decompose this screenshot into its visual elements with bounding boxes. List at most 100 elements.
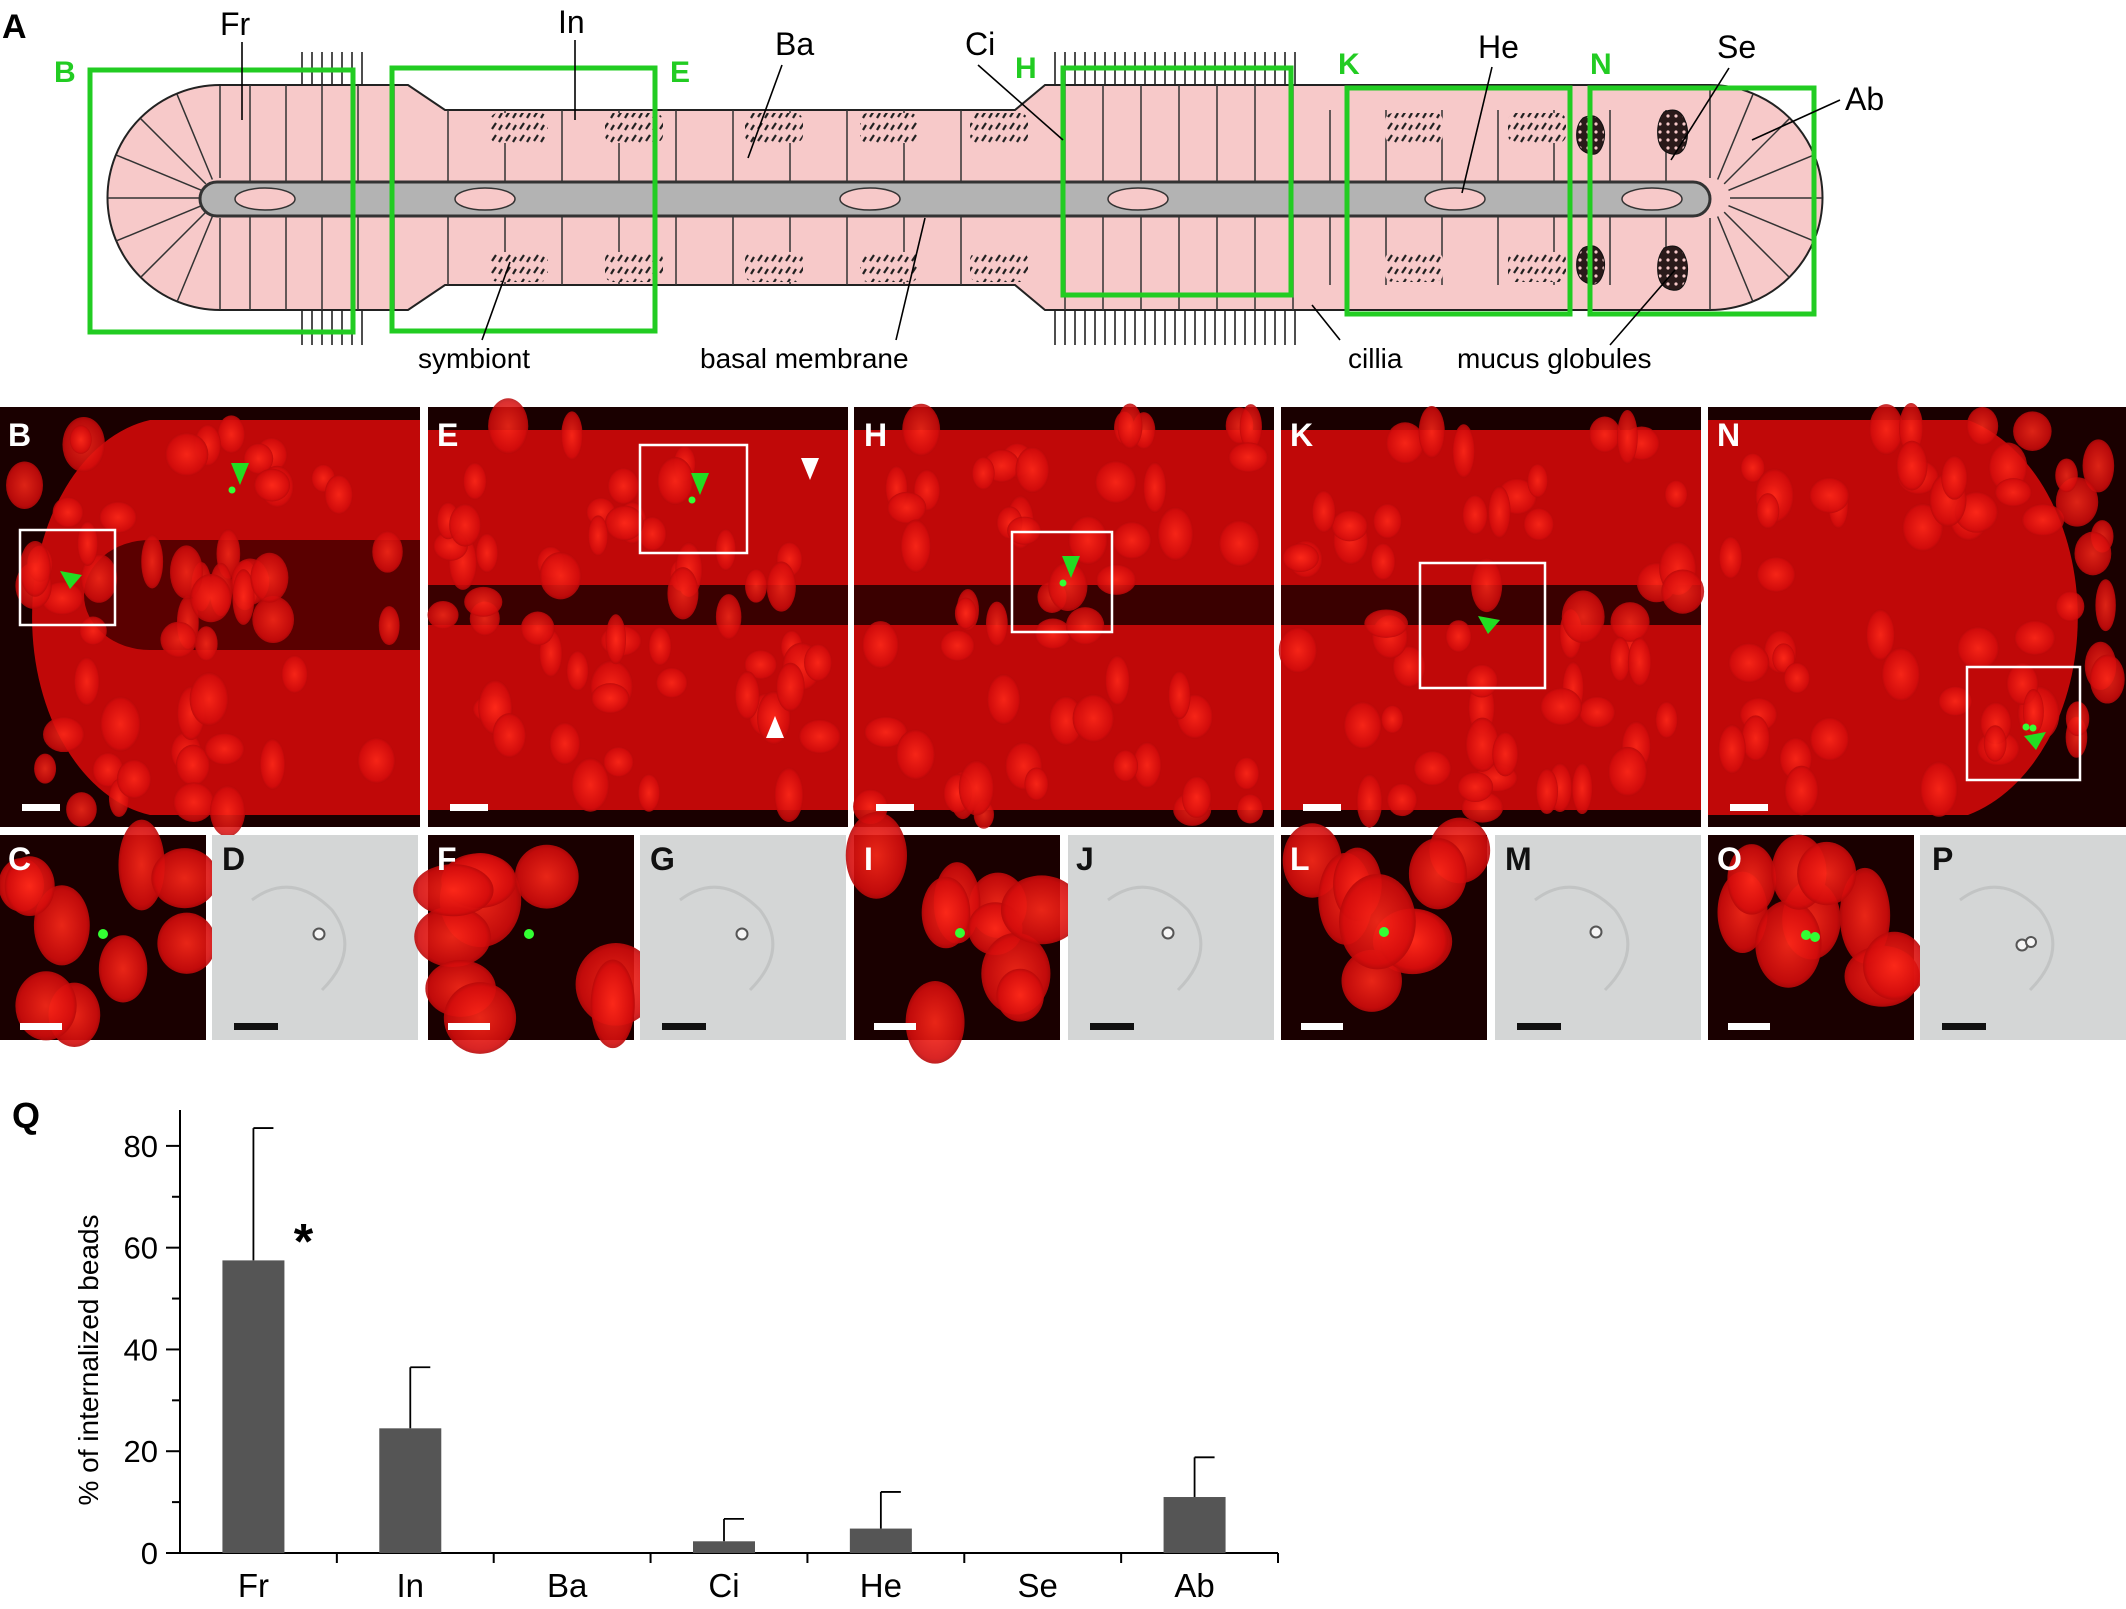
cell	[1578, 696, 1616, 729]
bar-chart: 0 20 40 60 80 Fr * In Ba Ci He Se Ab	[124, 1110, 1279, 1604]
scale-bar	[1301, 1023, 1343, 1030]
bead	[1801, 930, 1811, 940]
radial-line	[1716, 94, 1754, 180]
cell	[514, 844, 579, 909]
scale-bar	[1728, 1023, 1770, 1030]
x-tick-label: He	[860, 1567, 902, 1604]
symbiont-cluster	[860, 113, 918, 143]
cell	[1239, 404, 1262, 450]
bar-fr	[222, 1260, 285, 1553]
scale-bar	[1517, 1023, 1561, 1030]
cell	[157, 912, 217, 974]
bead	[312, 927, 326, 941]
cell	[204, 732, 245, 766]
cell	[1609, 636, 1631, 682]
symbiont-cluster	[605, 252, 663, 282]
cell	[141, 534, 164, 589]
bead	[1161, 926, 1175, 940]
cell	[604, 505, 644, 541]
cell	[861, 621, 899, 669]
cell	[427, 600, 459, 630]
inset-fluorescence	[413, 835, 657, 1054]
panel-label-b: B	[8, 417, 31, 453]
panel-label-o: O	[1717, 841, 1742, 877]
lumen	[198, 180, 1712, 218]
panel-label-l: L	[1290, 841, 1310, 877]
panel-label-e: E	[437, 417, 458, 453]
cell	[954, 597, 977, 630]
inset-brightfield	[1495, 835, 1701, 1040]
x-tick-label: Ba	[547, 1567, 588, 1604]
cell	[52, 497, 84, 528]
cell	[2013, 411, 2052, 451]
chart-panel: Q 0 20 40 60 80 Fr * In Ba Ci He Se Ab % of internal…	[12, 1095, 1279, 1604]
micrograph-h	[852, 403, 1274, 829]
cell	[1607, 746, 1648, 797]
radial-line	[140, 211, 207, 278]
cell	[1783, 662, 1811, 694]
cell	[1228, 442, 1269, 473]
symbiont-cluster	[970, 113, 1028, 143]
cell	[900, 519, 931, 573]
cell	[1233, 756, 1260, 790]
cell	[1718, 536, 1743, 579]
cell-outline	[1534, 885, 1630, 992]
cell	[1117, 403, 1143, 449]
bead	[1379, 927, 1389, 937]
cell	[1488, 485, 1511, 539]
panel-label-m: M	[1505, 841, 1532, 877]
cell	[1331, 510, 1368, 542]
cell	[591, 683, 630, 714]
inset-fluorescence	[0, 819, 219, 1048]
cell	[571, 757, 610, 812]
scale-bar	[662, 1023, 706, 1030]
cell	[413, 864, 494, 917]
box-h	[1060, 65, 1294, 298]
cell	[863, 716, 908, 748]
bead	[735, 927, 749, 941]
cell	[1727, 844, 1777, 915]
cell	[1015, 446, 1050, 493]
y-tick-label: 20	[124, 1434, 158, 1469]
region-label-fr: Fr	[220, 6, 251, 42]
cell	[1561, 590, 1605, 644]
cell	[566, 650, 589, 692]
cell	[603, 746, 634, 778]
frontal-radial-cells	[108, 86, 221, 310]
x-tick-label: In	[397, 1567, 425, 1604]
cell	[766, 561, 796, 612]
cell	[1278, 627, 1318, 674]
cell	[43, 716, 85, 753]
cell	[66, 792, 97, 827]
panel-label-i: I	[864, 841, 873, 877]
cell	[1413, 750, 1452, 786]
inset-brightfield	[1068, 835, 1274, 1040]
panel-label-c: C	[8, 841, 31, 877]
nucleus-3	[839, 187, 901, 211]
scale-bar	[20, 1023, 62, 1030]
scale-bar	[1303, 804, 1341, 811]
symbiont-cluster	[1508, 252, 1566, 282]
cell	[190, 574, 232, 623]
region-boxes	[87, 65, 1817, 335]
cell	[259, 738, 286, 790]
panel-label-a: A	[2, 8, 27, 46]
radial-line	[1728, 204, 1814, 242]
cell	[744, 649, 778, 680]
cell	[1627, 637, 1652, 687]
cell	[252, 596, 295, 644]
cell	[414, 906, 491, 968]
cell	[1364, 609, 1409, 638]
cell	[1465, 717, 1500, 772]
cell	[281, 655, 308, 694]
cell	[1527, 463, 1548, 498]
cell	[1143, 462, 1167, 513]
scale-bar	[1730, 804, 1768, 811]
cell	[648, 626, 672, 666]
cell	[165, 432, 209, 477]
scale-bar	[1090, 1023, 1134, 1030]
radial-line	[1723, 211, 1790, 278]
cell	[243, 443, 274, 475]
symbiont-cluster	[1508, 113, 1566, 143]
